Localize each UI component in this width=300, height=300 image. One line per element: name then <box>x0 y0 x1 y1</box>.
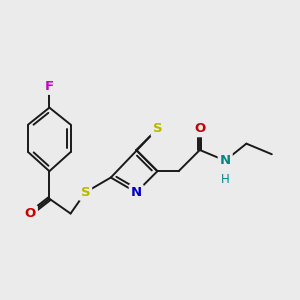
Text: N: N <box>131 186 142 199</box>
Text: S: S <box>81 186 90 199</box>
Text: O: O <box>25 207 36 220</box>
Text: N: N <box>220 154 231 167</box>
Text: H: H <box>221 173 230 186</box>
Text: O: O <box>194 122 206 135</box>
Text: S: S <box>153 122 162 135</box>
Text: F: F <box>45 80 54 93</box>
